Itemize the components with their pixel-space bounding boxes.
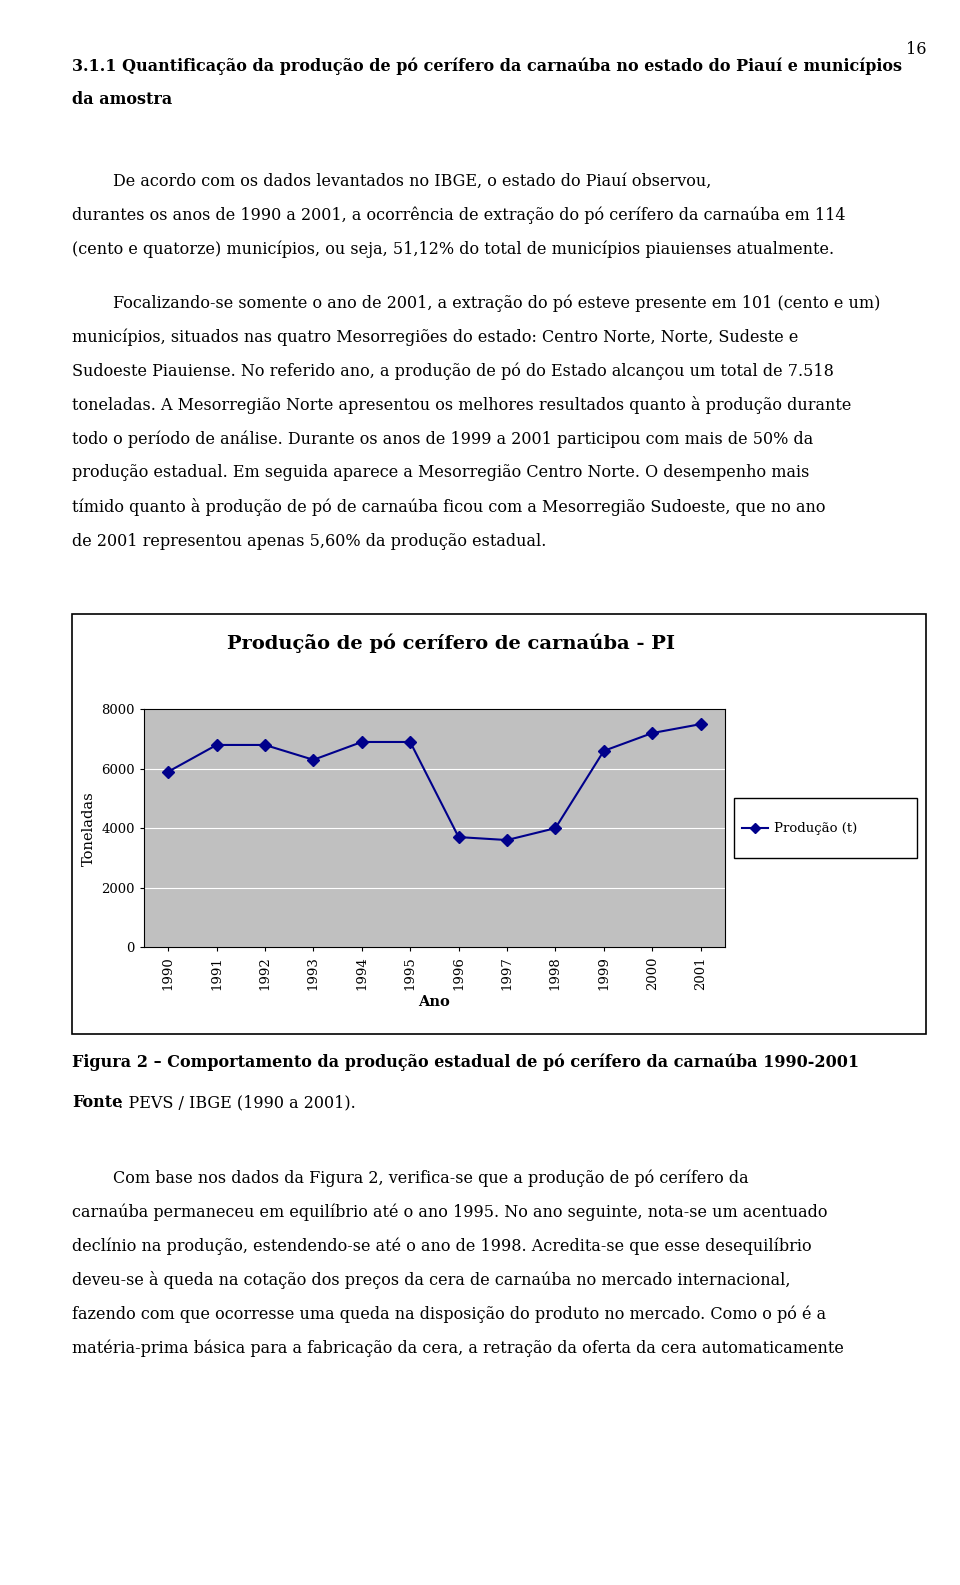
Text: matéria-prima básica para a fabricação da cera, a retração da oferta da cera aut: matéria-prima básica para a fabricação d… [72,1339,844,1357]
Text: declínio na produção, estendendo-se até o ano de 1998. Acredita-se que esse dese: declínio na produção, estendendo-se até … [72,1238,811,1255]
Text: carnaúba permaneceu em equilíbrio até o ano 1995. No ano seguinte, nota-se um ac: carnaúba permaneceu em equilíbrio até o … [72,1203,828,1220]
Text: (cento e quatorze) municípios, ou seja, 51,12% do total de municípios piauienses: (cento e quatorze) municípios, ou seja, … [72,241,834,258]
Text: 3.1.1 Quantificação da produção de pó cerífero da carnaúba no estado do Piauí e : 3.1.1 Quantificação da produção de pó ce… [72,57,902,74]
Text: 16: 16 [906,41,926,59]
Text: Sudoeste Piauiense. No referido ano, a produção de pó do Estado alcançou um tota: Sudoeste Piauiense. No referido ano, a p… [72,361,834,380]
Text: produção estadual. Em seguida aparece a Mesorregião Centro Norte. O desempenho m: produção estadual. Em seguida aparece a … [72,464,809,482]
Text: Com base nos dados da Figura 2, verifica-se que a produção de pó cerífero da: Com base nos dados da Figura 2, verifica… [72,1170,749,1187]
Text: Fonte: Fonte [72,1094,122,1111]
Text: deveu-se à queda na cotação dos preços da cera de carnaúba no mercado internacio: deveu-se à queda na cotação dos preços d… [72,1271,790,1289]
Bar [72,613,926,1033]
Text: Produção de pó cerífero de carnaúba - PI: Produção de pó cerífero de carnaúba - PI [228,632,675,653]
Text: todo o período de análise. Durante os anos de 1999 a 2001 participou com mais de: todo o período de análise. Durante os an… [72,430,813,449]
Text: De acordo com os dados levantados no IBGE, o estado do Piauí observou,: De acordo com os dados levantados no IBG… [72,173,711,190]
Text: Produção (t): Produção (t) [774,821,857,835]
Text: municípios, situados nas quatro Mesorregiões do estado: Centro Norte, Norte, Sud: municípios, situados nas quatro Mesorreg… [72,328,799,346]
Text: fazendo com que ocorresse uma queda na disposição do produto no mercado. Como o : fazendo com que ocorresse uma queda na d… [72,1306,827,1323]
X-axis label: Ano: Ano [419,995,450,1010]
Text: de 2001 representou apenas 5,60% da produção estadual.: de 2001 representou apenas 5,60% da prod… [72,533,546,550]
Text: : PEVS / IBGE (1990 a 2001).: : PEVS / IBGE (1990 a 2001). [118,1094,356,1111]
Text: toneladas. A Mesorregião Norte apresentou os melhores resultados quanto à produç: toneladas. A Mesorregião Norte apresento… [72,396,852,414]
Text: Figura 2 – Comportamento da produção estadual de pó cerífero da carnaúba 1990-20: Figura 2 – Comportamento da produção est… [72,1052,859,1071]
Y-axis label: Toneladas: Toneladas [82,791,96,865]
Text: tímido quanto à produção de pó de carnaúba ficou com a Mesorregião Sudoeste, que: tímido quanto à produção de pó de carnaú… [72,498,826,517]
Text: durantes os anos de 1990 a 2001, a ocorrência de extração do pó cerífero da carn: durantes os anos de 1990 a 2001, a ocorr… [72,206,846,225]
Text: da amostra: da amostra [72,90,172,108]
Text: Focalizando-se somente o ano de 2001, a extração do pó esteve presente em 101 (c: Focalizando-se somente o ano de 2001, a … [72,293,880,312]
Bar [734,797,917,857]
